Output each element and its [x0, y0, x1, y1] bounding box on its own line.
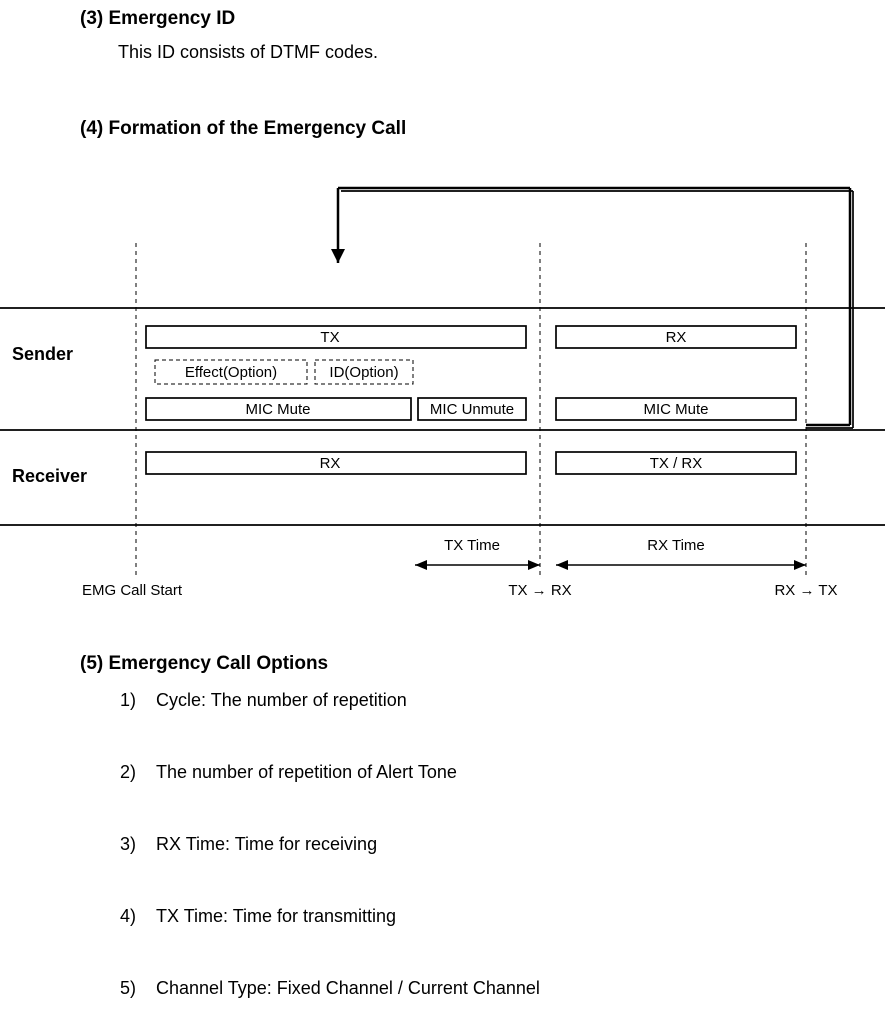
mic-mute-left-label: MIC Mute: [245, 401, 310, 418]
option-3-text: RX Time: Time for receiving: [156, 834, 377, 854]
option-5-num: 5): [120, 978, 136, 998]
option-4-text: TX Time: Time for transmitting: [156, 906, 396, 926]
emg-call-start-label: EMG Call Start: [82, 582, 183, 599]
mic-unmute-label: MIC Unmute: [430, 401, 514, 418]
option-2: 2) The number of repetition of Alert Tone: [120, 762, 457, 783]
mic-mute-right-label: MIC Mute: [643, 401, 708, 418]
option-1-text: Cycle: The number of repetition: [156, 690, 407, 710]
section-3-title: (3) Emergency ID: [80, 8, 235, 30]
option-5-text: Channel Type: Fixed Channel / Current Ch…: [156, 978, 540, 998]
section-3-body: This ID consists of DTMF codes.: [118, 42, 378, 63]
tx-time-label: TX Time: [444, 537, 500, 554]
rx-box-label: RX: [666, 329, 687, 346]
option-2-num: 2): [120, 762, 136, 782]
tx-to-rx-label: TX → RX: [508, 582, 571, 599]
rx-to-tx-label: RX → TX: [774, 582, 837, 599]
option-3: 3) RX Time: Time for receiving: [120, 834, 377, 855]
page: (3) Emergency ID This ID consists of DTM…: [0, 0, 885, 1033]
section-5-title: (5) Emergency Call Options: [80, 653, 328, 675]
id-option-label: ID(Option): [329, 364, 398, 381]
option-3-num: 3): [120, 834, 136, 854]
sender-label: Sender: [12, 344, 73, 364]
receiver-label: Receiver: [12, 466, 87, 486]
option-4-num: 4): [120, 906, 136, 926]
tx-box-label: TX: [320, 329, 339, 346]
effect-option-label: Effect(Option): [185, 364, 277, 381]
option-4: 4) TX Time: Time for transmitting: [120, 906, 396, 927]
receiver-txrx-label: TX / RX: [650, 455, 703, 472]
option-2-text: The number of repetition of Alert Tone: [156, 762, 457, 782]
rx-time-label: RX Time: [647, 537, 705, 554]
option-5: 5) Channel Type: Fixed Channel / Current …: [120, 978, 540, 999]
section-4-title: (4) Formation of the Emergency Call: [80, 118, 406, 140]
formation-diagram: Sender Receiver TX RX Effect(Option) ID(…: [0, 180, 885, 610]
option-1-num: 1): [120, 690, 136, 710]
receiver-rx-label: RX: [320, 455, 341, 472]
option-1: 1) Cycle: The number of repetition: [120, 690, 407, 711]
